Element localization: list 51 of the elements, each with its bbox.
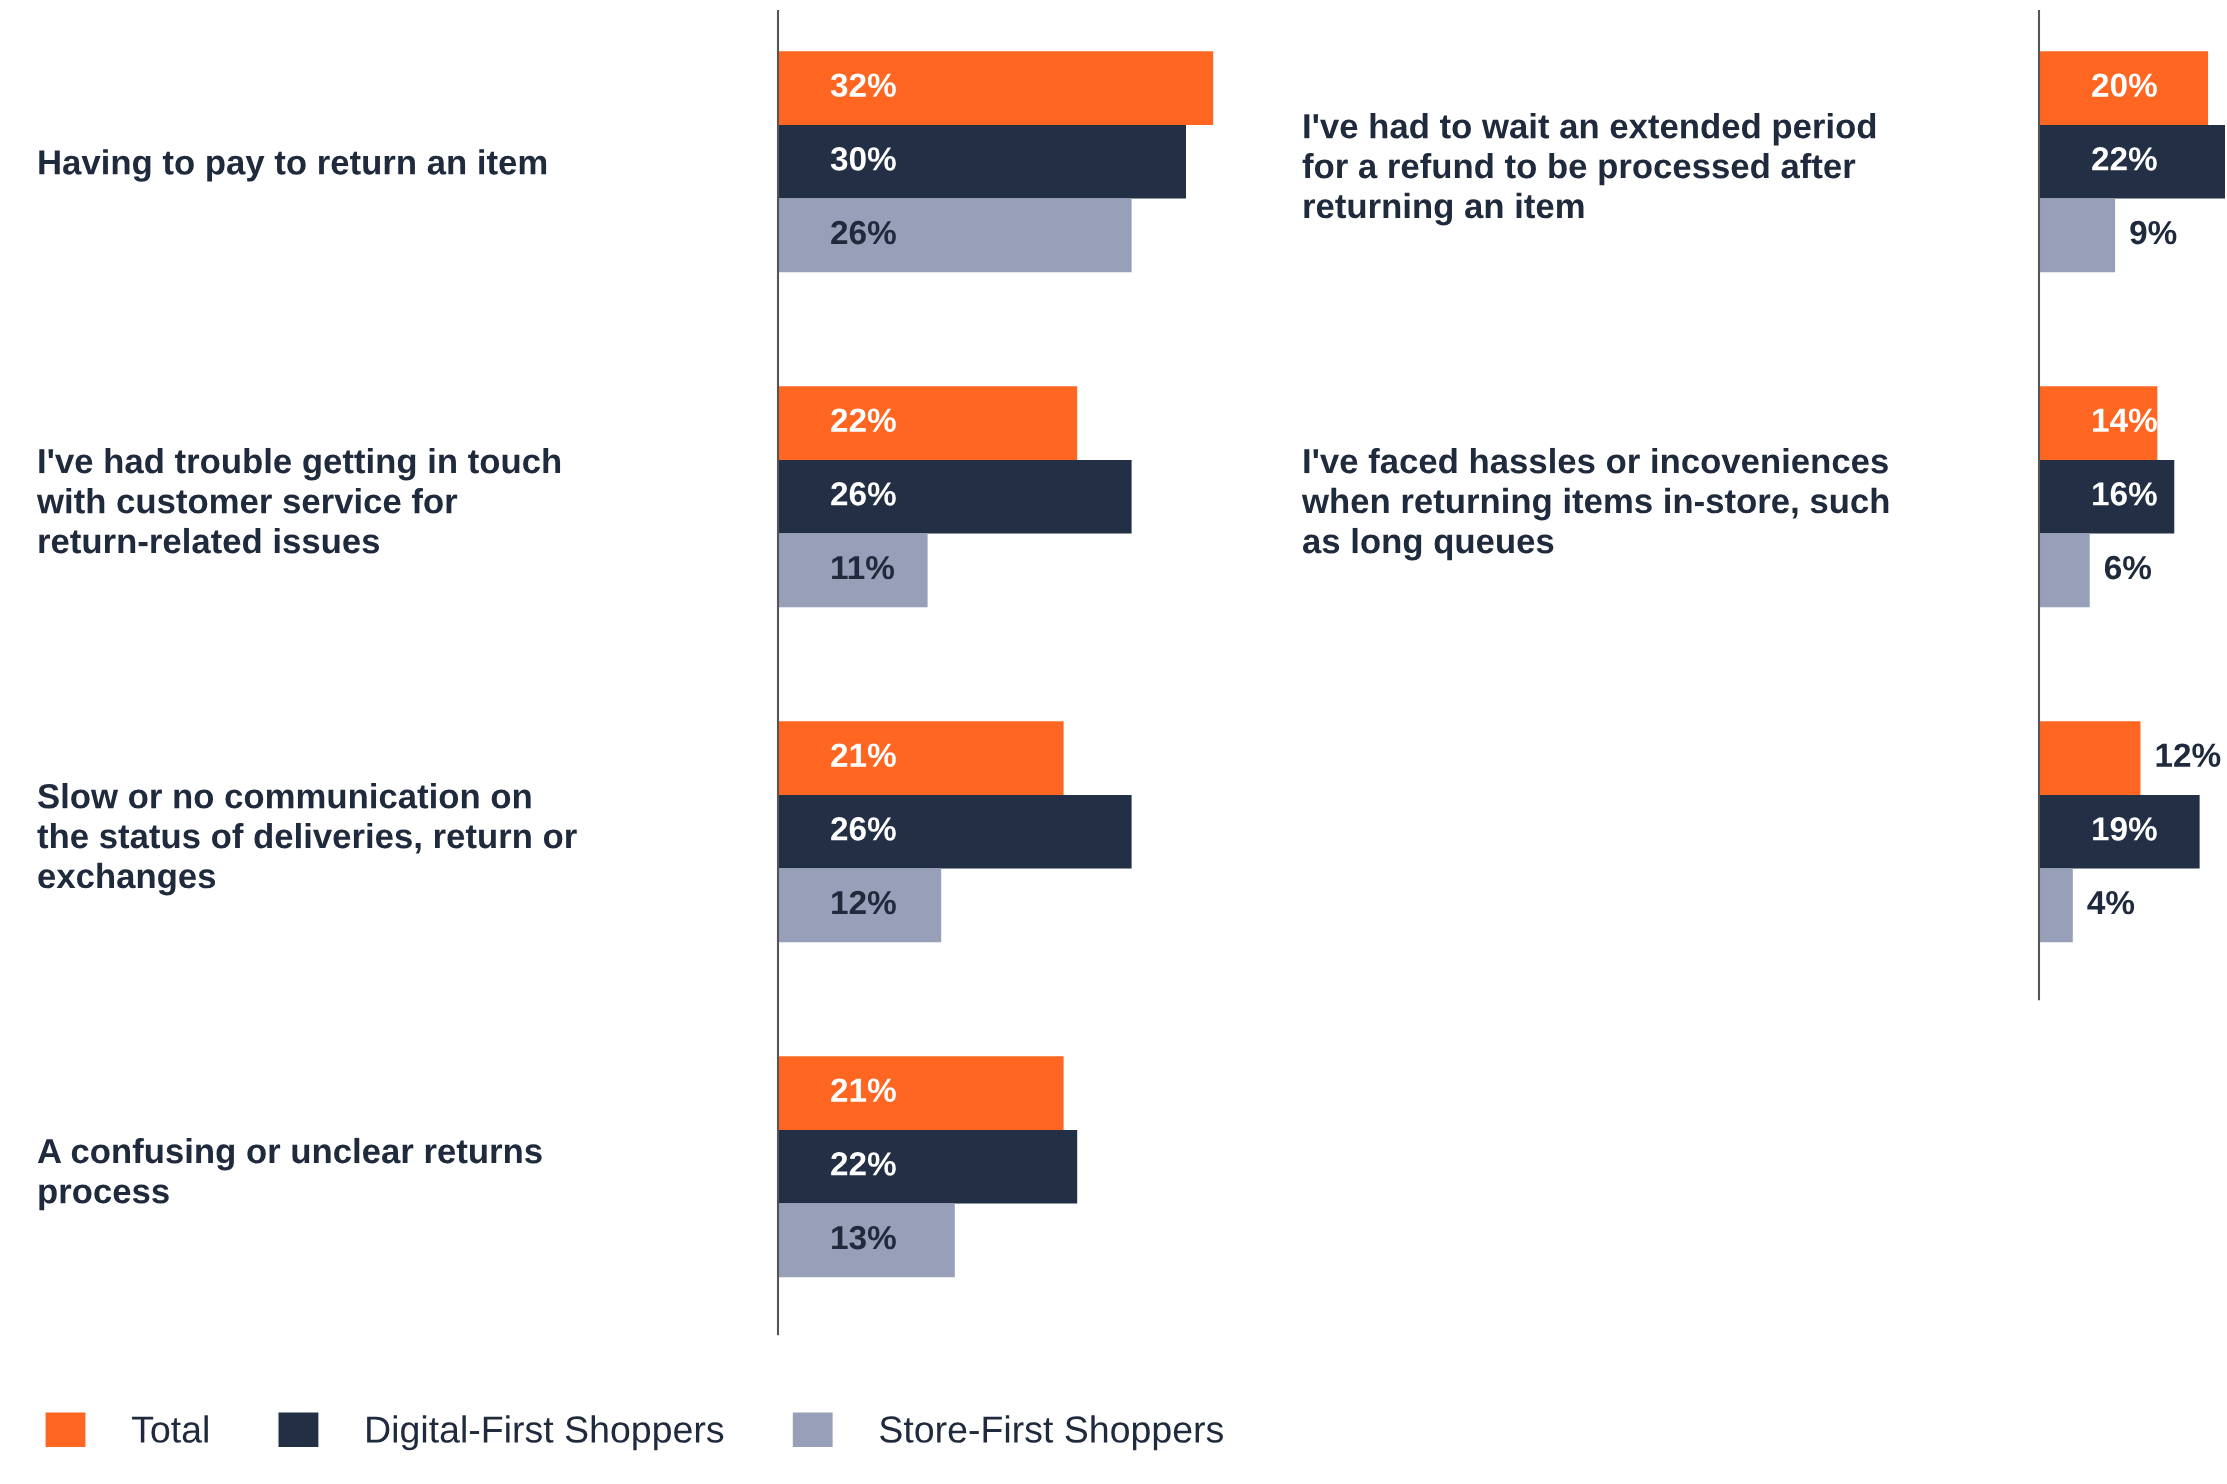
bar — [2039, 124, 2225, 199]
data-label: 9% — [2130, 220, 2177, 245]
bar — [778, 794, 1132, 869]
data-label: 13% — [832, 1225, 896, 1250]
bar — [778, 124, 1186, 199]
data-label: 11% — [832, 555, 894, 580]
y-tick-label: I've had trouble getting in touch with customer service for return-related issues — [36, 447, 561, 554]
legend-label: Store-First Shoppers — [880, 1415, 1223, 1451]
data-label: 26% — [831, 220, 896, 245]
bar — [778, 1056, 1064, 1130]
data-label: 21% — [831, 1078, 896, 1102]
bar — [778, 459, 1132, 534]
data-label: 16% — [2093, 482, 2157, 506]
bar — [778, 51, 1214, 125]
y-tick-label: I've had to wait an extended period for a refund to be processed after returning an item — [1302, 113, 1876, 226]
data-label: 22% — [831, 408, 896, 432]
y-tick-label: Slow or no communication on the status of deliveries, return or exchanges — [37, 783, 577, 896]
bar — [2039, 386, 2158, 460]
bar — [778, 1203, 955, 1278]
bar — [778, 1129, 1078, 1204]
data-label: 14% — [2093, 408, 2157, 432]
data-label: 21% — [831, 743, 896, 767]
bar — [778, 533, 928, 608]
data-label: 30% — [830, 147, 896, 171]
bar — [2039, 51, 2209, 125]
legend-label: Total — [131, 1415, 208, 1443]
data-label: 19% — [2093, 817, 2157, 841]
bar — [2039, 533, 2090, 608]
bar — [2039, 794, 2200, 869]
data-label: 32% — [830, 73, 896, 98]
data-label: 20% — [2092, 73, 2157, 97]
bar — [2039, 721, 2141, 795]
data-label: 22% — [831, 1152, 896, 1176]
y-tick-label: A confusing or unclear returns process — [37, 1137, 542, 1211]
bar — [778, 868, 942, 943]
data-label: 4% — [2087, 890, 2135, 915]
data-label: 26% — [831, 482, 896, 506]
bar — [778, 386, 1078, 460]
data-label: 26% — [831, 817, 896, 841]
data-label: 22% — [2092, 147, 2157, 171]
bar — [778, 721, 1064, 795]
bar — [778, 198, 1132, 273]
data-label: 6% — [2104, 555, 2152, 580]
data-label: 12% — [2156, 743, 2221, 767]
y-tick-label: Having to pay to return an item — [39, 149, 547, 182]
bar — [2039, 198, 2116, 273]
bar — [2039, 868, 2073, 943]
legend-label: Digital-First Shoppers — [367, 1415, 724, 1451]
bar — [2039, 459, 2175, 534]
data-label: 12% — [832, 890, 896, 915]
y-tick-label: I've faced hassles or incoveniences when returning items in-store, such as long queues — [1301, 447, 1889, 561]
